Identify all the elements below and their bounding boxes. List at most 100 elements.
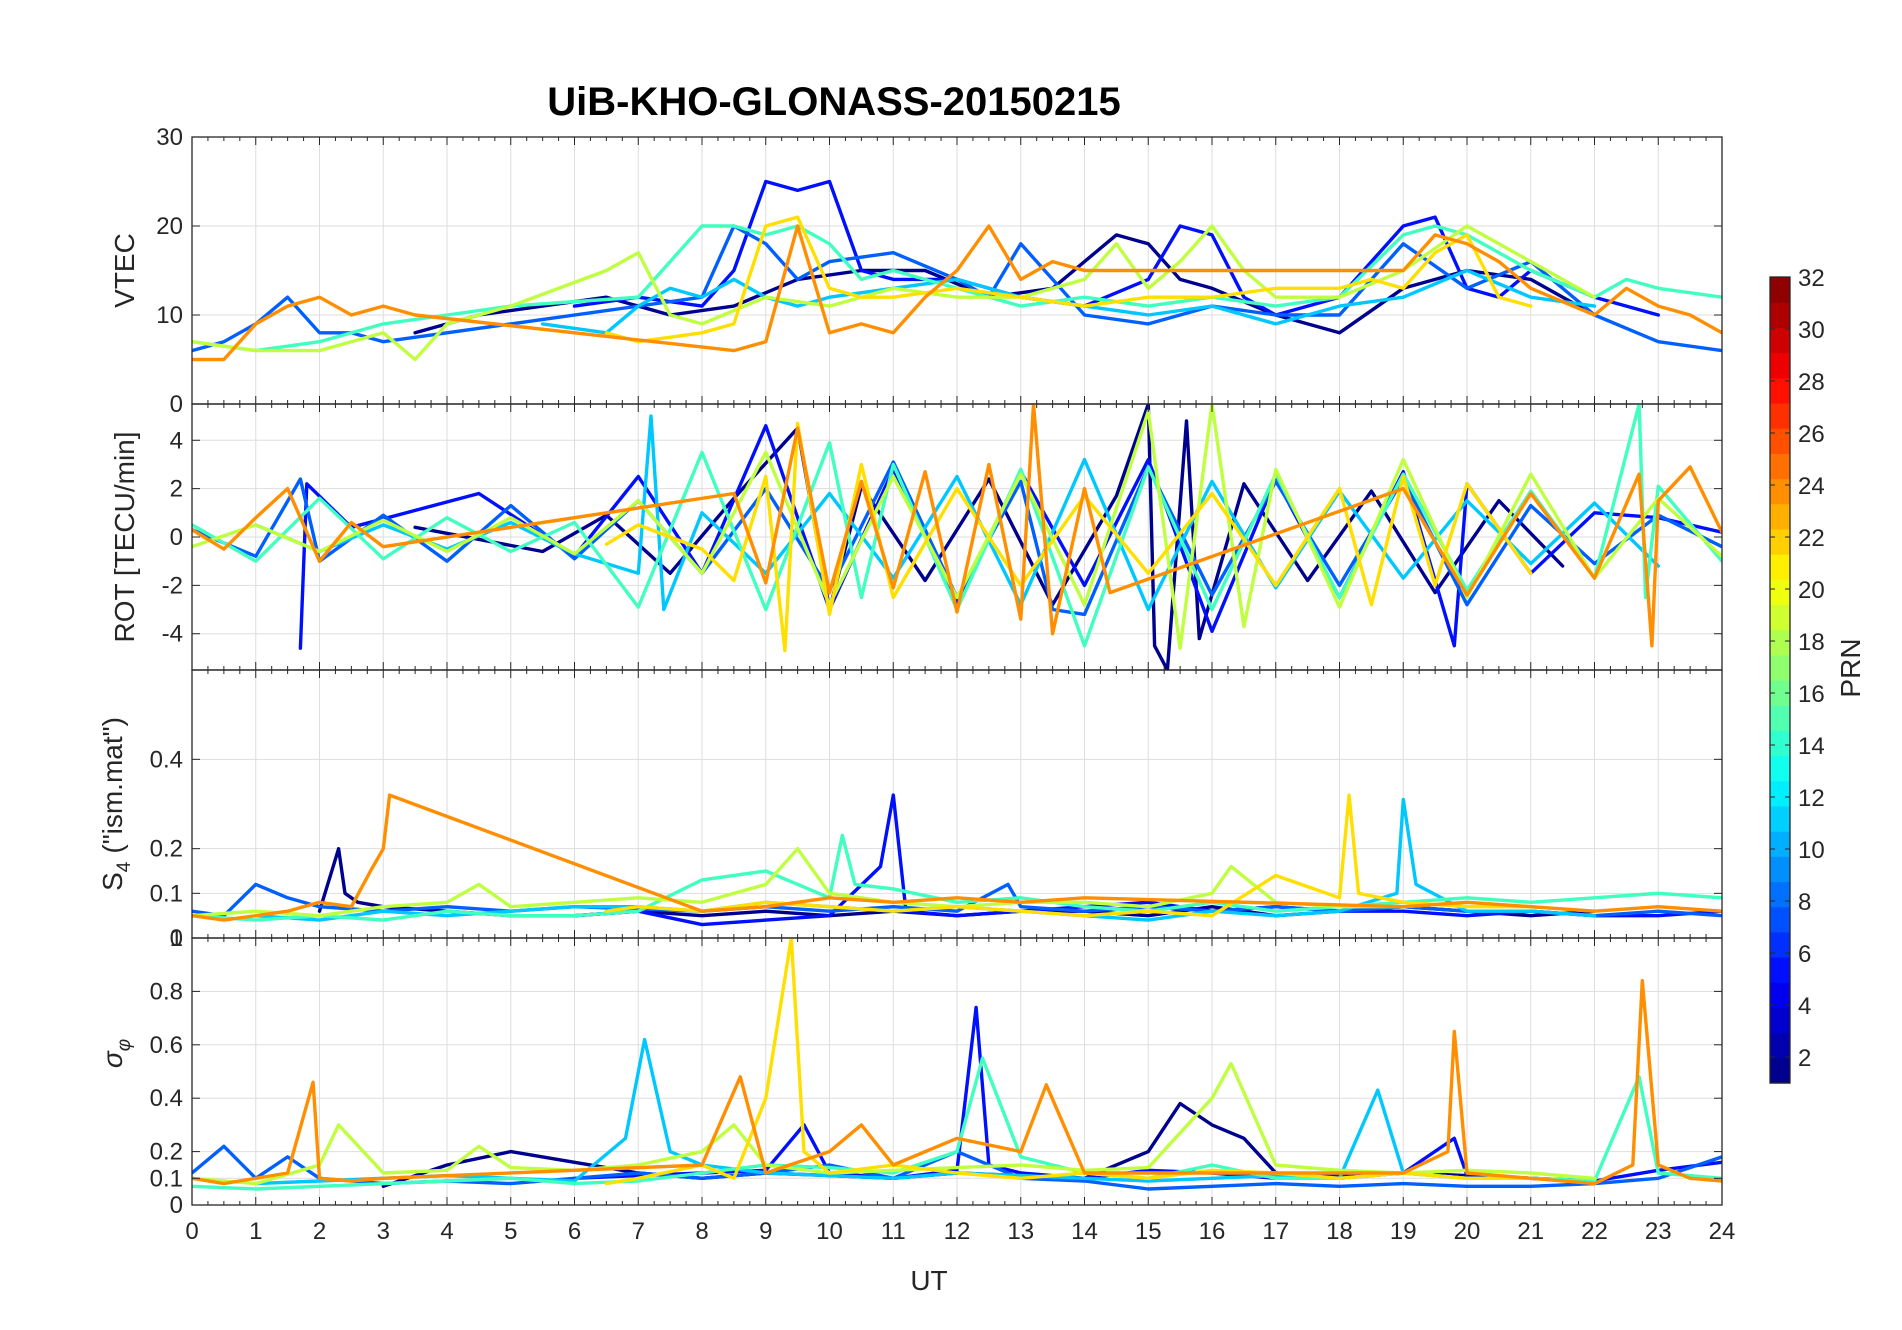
colorbar-level xyxy=(1770,503,1790,530)
colorbar-level xyxy=(1770,982,1790,1009)
colorbar-level xyxy=(1770,957,1790,983)
colorbar-level xyxy=(1770,1057,1790,1084)
y-tick-label: 30 xyxy=(156,124,183,151)
y-tick-label: 1 xyxy=(170,925,183,952)
colorbar-tick-label: 18 xyxy=(1798,629,1825,656)
x-tick-label: 20 xyxy=(1454,1218,1481,1245)
colorbar-level xyxy=(1770,453,1790,480)
y-tick-label: 0 xyxy=(170,925,183,952)
series-prn-23 xyxy=(192,404,1722,648)
y-axis-label: VTEC xyxy=(109,233,140,308)
x-tick-label: 23 xyxy=(1645,1218,1672,1245)
series-prn-15 xyxy=(192,833,1722,922)
series-prn-23 xyxy=(192,793,1722,922)
colorbar-level xyxy=(1770,302,1790,328)
x-tick-label: 10 xyxy=(816,1218,843,1245)
colorbar-tick-label: 24 xyxy=(1798,473,1825,500)
colorbar-tick-label: 26 xyxy=(1798,421,1825,448)
x-tick-label: 1 xyxy=(249,1218,262,1245)
y-tick-label: 0.2 xyxy=(150,836,183,863)
y-axis-label: σφ xyxy=(97,1039,135,1068)
x-tick-label: 8 xyxy=(695,1218,708,1245)
colorbar-level xyxy=(1770,402,1790,429)
x-tick-label: 5 xyxy=(504,1218,517,1245)
y-tick-label: 0 xyxy=(170,1192,183,1219)
y-tick-label: 10 xyxy=(156,302,183,329)
y-tick-label: 0.4 xyxy=(150,1085,183,1112)
colorbar-level xyxy=(1770,654,1790,681)
x-tick-label: 7 xyxy=(632,1218,645,1245)
colorbar-level xyxy=(1770,1007,1790,1034)
colorbar-level xyxy=(1770,831,1790,857)
y-tick-label: 20 xyxy=(156,213,183,240)
series-group xyxy=(192,179,1722,362)
colorbar-level xyxy=(1770,428,1790,454)
colorbar-tick-label: 4 xyxy=(1798,993,1811,1020)
colorbar-frame xyxy=(1769,276,1791,1084)
x-tick-label: 21 xyxy=(1517,1218,1544,1245)
x-tick-label: 18 xyxy=(1326,1218,1353,1245)
series-group xyxy=(192,793,1722,927)
y-tick-label: 0.4 xyxy=(150,746,183,773)
series-group xyxy=(192,404,1722,670)
y-tick-label: 0.6 xyxy=(150,1032,183,1059)
colorbar-level xyxy=(1770,755,1790,782)
y-tick-label: 0.1 xyxy=(150,1165,183,1192)
colorbar-level xyxy=(1770,579,1790,606)
series-group xyxy=(192,938,1722,1191)
x-tick-label: 24 xyxy=(1709,1218,1736,1245)
series-prn-11 xyxy=(254,414,1660,612)
x-tick-label: 4 xyxy=(440,1218,453,1245)
chart-title: UiB-KHO-GLONASS-20150215 xyxy=(547,80,1121,124)
colorbar-level xyxy=(1770,327,1790,354)
colorbar-level xyxy=(1770,805,1790,832)
colorbar-level xyxy=(1770,629,1790,656)
series-prn-7 xyxy=(192,882,1722,918)
x-tick-label: 9 xyxy=(759,1218,772,1245)
colorbar-tick-label: 2 xyxy=(1798,1045,1811,1072)
colorbar-tick-label: 22 xyxy=(1798,525,1825,552)
y-tick-label: 2 xyxy=(170,476,183,503)
y-axis-label: ROT [TECU/min] xyxy=(109,431,140,642)
colorbar-tick-label: 6 xyxy=(1798,941,1811,968)
colorbar-level xyxy=(1770,680,1790,706)
series-prn-20 xyxy=(604,793,1533,918)
x-axis-label: UT xyxy=(910,1265,947,1296)
colorbar-tick-label: 20 xyxy=(1798,577,1825,604)
colorbar-level xyxy=(1770,881,1790,908)
x-tick-label: 22 xyxy=(1581,1218,1608,1245)
colorbar-tick-label: 14 xyxy=(1798,733,1825,760)
series-prn-4 xyxy=(572,179,1660,317)
colorbar-tick-label: 16 xyxy=(1798,681,1825,708)
y-axis-label: S4("ism.mat") xyxy=(97,717,135,891)
colorbar-level xyxy=(1770,780,1790,807)
colorbar-level xyxy=(1770,352,1790,379)
series-prn-20 xyxy=(604,215,1533,344)
x-tick-label: 3 xyxy=(377,1218,390,1245)
y-tick-label: 0 xyxy=(170,524,183,551)
x-tick-label: 0 xyxy=(185,1218,198,1245)
series-prn-20 xyxy=(604,421,1533,653)
series-prn-23 xyxy=(192,224,1722,362)
x-tick-label: 12 xyxy=(944,1218,971,1245)
x-tick-label: 2 xyxy=(313,1218,326,1245)
x-tick-label: 14 xyxy=(1071,1218,1098,1245)
colorbar-tick-label: 8 xyxy=(1798,889,1811,916)
colorbar-level xyxy=(1770,856,1790,883)
x-tick-label: 19 xyxy=(1390,1218,1417,1245)
colorbar-level xyxy=(1770,277,1790,303)
series-prn-18 xyxy=(192,224,1597,362)
series-prn-11 xyxy=(540,268,1597,335)
colorbar-level xyxy=(1770,705,1790,731)
y-tick-label: -2 xyxy=(162,572,183,599)
series-prn-23 xyxy=(192,979,1722,1186)
colorbar-tick-label: 12 xyxy=(1798,785,1825,812)
colorbar-level xyxy=(1770,528,1790,555)
x-tick-label: 13 xyxy=(1007,1218,1034,1245)
colorbar-level xyxy=(1770,931,1790,958)
colorbar-tick-label: 28 xyxy=(1798,369,1825,396)
colorbar-level xyxy=(1770,478,1790,505)
